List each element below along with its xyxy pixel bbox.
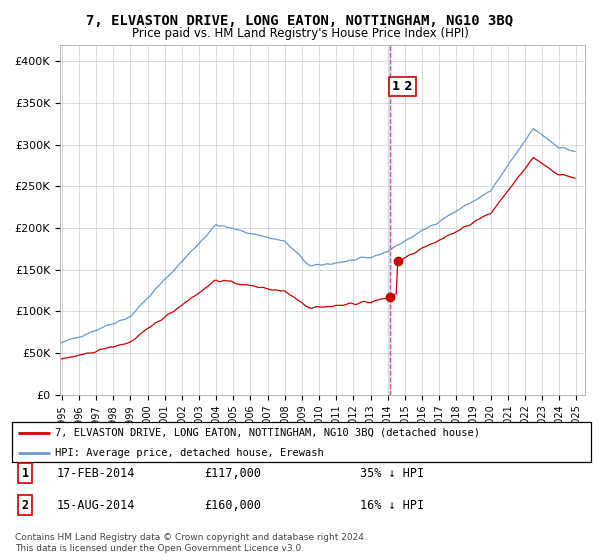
Text: 2: 2: [22, 498, 29, 512]
Text: 1 2: 1 2: [392, 80, 413, 93]
Text: 7, ELVASTON DRIVE, LONG EATON, NOTTINGHAM, NG10 3BQ (detached house): 7, ELVASTON DRIVE, LONG EATON, NOTTINGHA…: [55, 428, 481, 438]
Text: 35% ↓ HPI: 35% ↓ HPI: [360, 466, 424, 480]
Text: 16% ↓ HPI: 16% ↓ HPI: [360, 498, 424, 512]
Text: £117,000: £117,000: [204, 466, 261, 480]
Bar: [389, 45, 391, 395]
Text: HPI: Average price, detached house, Erewash: HPI: Average price, detached house, Erew…: [55, 448, 324, 458]
Text: 15-AUG-2014: 15-AUG-2014: [57, 498, 136, 512]
Text: Price paid vs. HM Land Registry's House Price Index (HPI): Price paid vs. HM Land Registry's House …: [131, 27, 469, 40]
Text: 17-FEB-2014: 17-FEB-2014: [57, 466, 136, 480]
Text: £160,000: £160,000: [204, 498, 261, 512]
Text: Contains HM Land Registry data © Crown copyright and database right 2024.
This d: Contains HM Land Registry data © Crown c…: [15, 533, 367, 553]
Text: 1: 1: [22, 466, 29, 480]
Text: 7, ELVASTON DRIVE, LONG EATON, NOTTINGHAM, NG10 3BQ: 7, ELVASTON DRIVE, LONG EATON, NOTTINGHA…: [86, 14, 514, 28]
